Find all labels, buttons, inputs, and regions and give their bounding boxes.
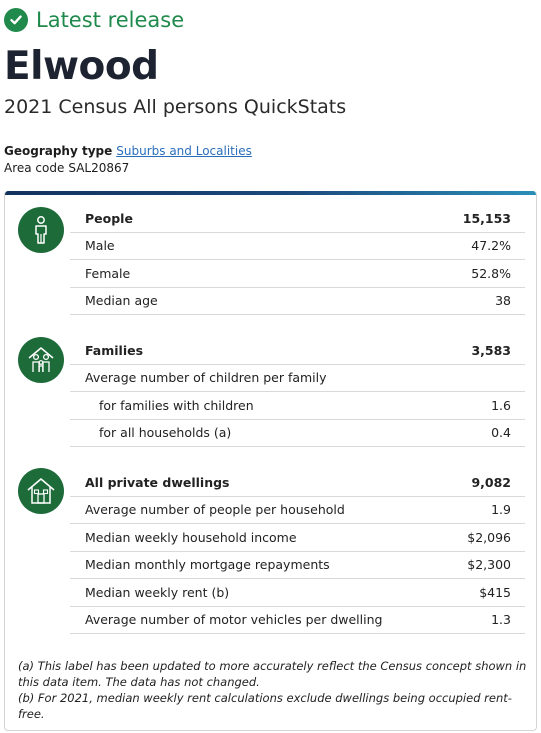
check-circle-icon xyxy=(4,8,28,32)
row-label: All private dwellings xyxy=(85,474,230,490)
geography-info: Geography type Suburbs and Localities Are… xyxy=(4,143,252,177)
row-value: 1.6 xyxy=(491,397,511,413)
geography-type-link[interactable]: Suburbs and Localities xyxy=(116,144,252,158)
people-table: People 15,153 Male 47.2% Female 52.8% Media… xyxy=(70,205,525,315)
row-value: $2,300 xyxy=(467,557,511,573)
row-label: Average number of people per household xyxy=(85,502,345,518)
row-label: People xyxy=(85,210,133,226)
table-row: Median weekly household income $2,096 xyxy=(70,524,525,552)
row-value: 1.9 xyxy=(491,502,511,518)
row-value: $2,096 xyxy=(467,529,511,545)
latest-release-badge: Latest release xyxy=(4,7,184,33)
row-label: for all households (a) xyxy=(99,425,232,441)
row-label: Median age xyxy=(85,293,158,309)
latest-release-label: Latest release xyxy=(36,8,185,32)
table-row: Average number of people per household 1.… xyxy=(70,497,525,524)
footnote-b: (b) For 2021, median weekly rent calcula… xyxy=(18,691,512,721)
table-row: Female 52.8% xyxy=(70,260,525,288)
row-value: 3,583 xyxy=(471,342,511,358)
row-label: Median monthly mortgage repayments xyxy=(85,557,330,573)
page-subtitle: 2021 Census All persons QuickStats xyxy=(4,96,347,118)
table-row: Median age 38 xyxy=(70,288,525,315)
footnote-a: (a) This label has been updated to more … xyxy=(18,659,527,689)
house-icon xyxy=(18,468,64,514)
table-row: People 15,153 xyxy=(70,205,525,233)
row-value: 38 xyxy=(495,293,511,309)
dwellings-table: All private dwellings 9,082 Average numbe… xyxy=(70,469,525,634)
row-label: Median weekly rent (b) xyxy=(85,584,230,600)
table-row: Male 47.2% xyxy=(70,233,525,260)
table-row: Average number of children per family xyxy=(70,365,525,392)
table-row: Median monthly mortgage repayments $2,300 xyxy=(70,552,525,579)
row-label: Average number of motor vehicles per dwe… xyxy=(85,612,383,628)
row-label: Families xyxy=(85,342,144,358)
geography-type-label: Geography type xyxy=(4,144,113,158)
area-code-line: Area code SAL20867 xyxy=(4,160,252,177)
person-icon xyxy=(18,207,64,253)
row-value: 52.8% xyxy=(471,265,511,281)
table-row: Median weekly rent (b) $415 xyxy=(70,579,525,607)
row-label: Male xyxy=(85,238,115,254)
row-value: 1.3 xyxy=(491,612,511,628)
table-row: Families 3,583 xyxy=(70,337,525,365)
row-value: $415 xyxy=(479,584,511,600)
row-value: 47.2% xyxy=(471,238,511,254)
families-table: Families 3,583 Average number of children… xyxy=(70,337,525,447)
family-icon xyxy=(18,337,64,383)
row-label: for families with children xyxy=(99,397,254,413)
row-value: 15,153 xyxy=(462,210,511,226)
table-row: for families with children 1.6 xyxy=(70,392,525,420)
row-label: Female xyxy=(85,265,131,281)
table-row: Average number of motor vehicles per dwe… xyxy=(70,607,525,634)
row-value: 9,082 xyxy=(471,474,511,490)
card-accent-bar xyxy=(5,191,536,195)
table-row: for all households (a) 0.4 xyxy=(70,420,525,447)
row-label: Median weekly household income xyxy=(85,529,297,545)
area-code-value: SAL20867 xyxy=(68,161,130,175)
area-code-label: Area code xyxy=(4,161,65,175)
row-value: 0.4 xyxy=(491,425,511,441)
footnotes: (a) This label has been updated to more … xyxy=(18,658,528,722)
row-label: Average number of children per family xyxy=(85,370,327,386)
geography-type-line: Geography type Suburbs and Localities xyxy=(4,143,252,160)
page-title: Elwood xyxy=(4,44,159,89)
table-row: All private dwellings 9,082 xyxy=(70,469,525,497)
quickstats-card: People 15,153 Male 47.2% Female 52.8% Media… xyxy=(4,191,537,731)
